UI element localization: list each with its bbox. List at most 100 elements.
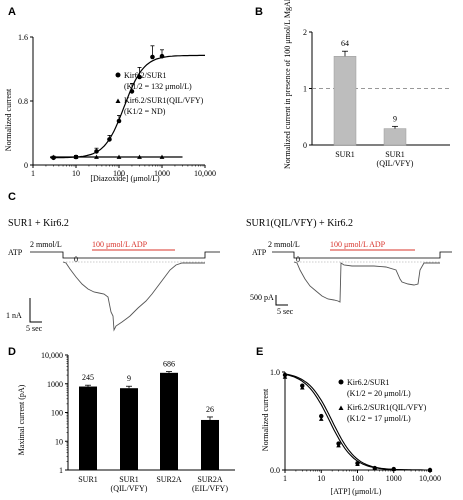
panel-b-category-label: SUR1 bbox=[335, 150, 355, 159]
panel-b-n-label: 64 bbox=[341, 39, 349, 48]
panel-a-xtick-label: 10 bbox=[72, 169, 80, 178]
panel-e-legend-triangle-marker bbox=[338, 405, 344, 410]
trace-right-scale-bar bbox=[275, 295, 288, 306]
panel-a-point-series2 bbox=[159, 154, 165, 159]
panel-d-bar bbox=[79, 386, 97, 470]
panel-d-ytick-label: 1000 bbox=[47, 380, 63, 389]
panel-a-point-series2 bbox=[73, 154, 79, 159]
panel-e-point-series2 bbox=[355, 461, 360, 466]
panel-a-xtick-label: 100 bbox=[113, 169, 125, 178]
panel-c-traces: SUR1 + Kir6.2 SUR1(QIL/VFY) + Kir6.2 ATP… bbox=[6, 218, 452, 333]
panel-a-point-series1 bbox=[159, 53, 165, 59]
panel-a-xtick-label: 1000 bbox=[154, 169, 170, 178]
panel-b-chart: Normalized current in presence of 100 μm… bbox=[283, 0, 450, 169]
panel-d-bar bbox=[120, 388, 138, 470]
trace-right-zero: 0 bbox=[296, 255, 300, 264]
panel-e-xtick-label: 1000 bbox=[386, 474, 402, 483]
panel-c-label: C bbox=[8, 191, 16, 203]
panel-e-legend-series2-sub: (K1/2 = 17 μmol/L) bbox=[347, 414, 411, 423]
panel-d-n-label: 245 bbox=[82, 373, 94, 382]
panel-e-point-series2 bbox=[299, 385, 305, 390]
panel-a-chart: Normalized current [Diazoxide] (μmol/L) … bbox=[4, 33, 216, 183]
panel-e-legend-series1-sub: (K1/2 = 20 μmol/L) bbox=[347, 389, 411, 398]
trace-right-current bbox=[293, 261, 440, 303]
panel-e-xtick-label: 10,000 bbox=[419, 474, 441, 483]
panel-e-xtick-label: 100 bbox=[352, 474, 364, 483]
trace-right-atp-label: ATP bbox=[252, 248, 267, 257]
trace-right-adp: 100 μmol/L ADP bbox=[330, 240, 386, 249]
panel-e-point-series2 bbox=[372, 465, 378, 470]
trace-right-scale-y: 500 pA bbox=[250, 293, 274, 302]
panel-e-label: E bbox=[256, 346, 263, 358]
panel-d-category-label: (QIL/VFY) bbox=[111, 484, 148, 493]
panel-e-xtick-label: 10 bbox=[317, 474, 325, 483]
panel-d-label: D bbox=[8, 346, 16, 358]
panel-a-ytick-label: 1.6 bbox=[18, 33, 28, 42]
panel-b-label: B bbox=[255, 6, 263, 18]
panel-a-legend-series1-sub: (K1/2 = 132 μmol/L) bbox=[124, 82, 192, 91]
panel-a-point-series2 bbox=[137, 154, 142, 159]
panel-d-ytick-label: 1 bbox=[59, 466, 63, 475]
panel-a-point-series1 bbox=[150, 54, 155, 60]
panel-b-ytick-label: 0 bbox=[303, 141, 307, 150]
panel-d-n-label: 9 bbox=[127, 374, 131, 383]
panel-e-point-series2 bbox=[318, 416, 324, 421]
panel-b-category-label: SUR1 bbox=[385, 150, 405, 159]
panel-b-category-label: (QIL/VFY) bbox=[377, 159, 414, 168]
panel-a-xtick-label: 1 bbox=[31, 169, 35, 178]
panel-a-legend-series1-name: Kir6.2/SUR1 bbox=[124, 71, 166, 80]
panel-b-ytick-label: 2 bbox=[303, 28, 307, 37]
trace-left-scale-x: 5 sec bbox=[26, 324, 43, 333]
panel-a-legend-series2-name: Kir6.2/SUR1(QIL/VFY) bbox=[124, 96, 204, 105]
trace-left-adp: 100 μmol/L ADP bbox=[92, 240, 148, 249]
panel-e-legend-circle-marker bbox=[338, 379, 344, 385]
panel-a-ylabel: Normalized current bbox=[4, 88, 13, 151]
panel-e-point-series2 bbox=[282, 374, 288, 379]
trace-right-scale-x: 5 sec bbox=[277, 307, 294, 316]
panel-a-legend-series2-sub: (K1/2 = ND) bbox=[124, 107, 166, 116]
panel-a-point-series2 bbox=[116, 154, 122, 159]
panel-e-legend: Kir6.2/SUR1 (K1/2 = 20 μmol/L) Kir6.2/SU… bbox=[338, 378, 427, 423]
panel-a-ytick-label: 0.8 bbox=[18, 97, 28, 106]
panel-e-legend-series2-name: Kir6.2/SUR1(QIL/VFY) bbox=[347, 403, 427, 412]
panel-b-axes bbox=[311, 32, 450, 146]
panel-d-category-label: SUR1 bbox=[119, 475, 139, 484]
panel-e-point-series2 bbox=[336, 443, 341, 448]
panel-d-category-label: (EIL/VFY) bbox=[192, 484, 228, 493]
trace-left-atp-conc: 2 mmol/L bbox=[30, 240, 62, 249]
panel-e-fit-curve-series2 bbox=[284, 373, 430, 471]
panel-d-category-label: SUR1 bbox=[78, 475, 98, 484]
panel-d-ytick-label: 10 bbox=[55, 437, 63, 446]
trace-left-current bbox=[62, 261, 205, 332]
panel-d-ytick-label: 100 bbox=[51, 409, 63, 418]
panel-a-xtick-label: 10,000 bbox=[194, 169, 216, 178]
trace-left-title: SUR1 + Kir6.2 bbox=[8, 218, 69, 229]
panel-e-point-series1 bbox=[319, 413, 324, 419]
panel-d-category-label: SUR2A bbox=[197, 475, 223, 484]
panel-a-point-series1 bbox=[137, 74, 142, 80]
panel-a-point-series1 bbox=[116, 118, 122, 124]
panel-a-point-series2 bbox=[51, 154, 56, 159]
panel-a-point-series1 bbox=[107, 137, 112, 142]
panel-d-category-label: SUR2A bbox=[156, 475, 182, 484]
trace-right-atp-conc: 2 mmol/L bbox=[268, 240, 300, 249]
panel-a-point-series1 bbox=[129, 89, 135, 94]
panel-b-n-label: 9 bbox=[393, 114, 397, 123]
panel-d-n-label: 26 bbox=[206, 405, 214, 414]
panel-a-xlabel: [Diazoxide] (μmol/L) bbox=[90, 174, 160, 183]
panel-b-bar bbox=[333, 56, 357, 146]
panel-e-legend-series1-name: Kir6.2/SUR1 bbox=[347, 378, 389, 387]
panel-b-ytick-label: 1 bbox=[303, 85, 307, 94]
panel-d-ytick-label: 10,000 bbox=[41, 351, 63, 360]
panel-e-ytick-label: 1.0 bbox=[270, 368, 280, 377]
panel-e-ylabel: Normalized current bbox=[261, 388, 270, 451]
panel-d-n-label: 686 bbox=[163, 360, 175, 369]
panel-e-xlabel: [ATP] (μmol/L) bbox=[331, 487, 382, 496]
panel-a-legend-circle-marker bbox=[115, 72, 121, 78]
panel-a-point-series1 bbox=[94, 149, 99, 154]
panel-d-chart: Maximal current (pA) 1 10 100 1000 10,000 245… bbox=[17, 351, 235, 493]
panel-a-label: A bbox=[8, 6, 16, 18]
panel-b-bar bbox=[383, 128, 407, 146]
panel-e-chart: Normalized current [ATP] (μmol/L) Kir6.2… bbox=[261, 368, 441, 496]
